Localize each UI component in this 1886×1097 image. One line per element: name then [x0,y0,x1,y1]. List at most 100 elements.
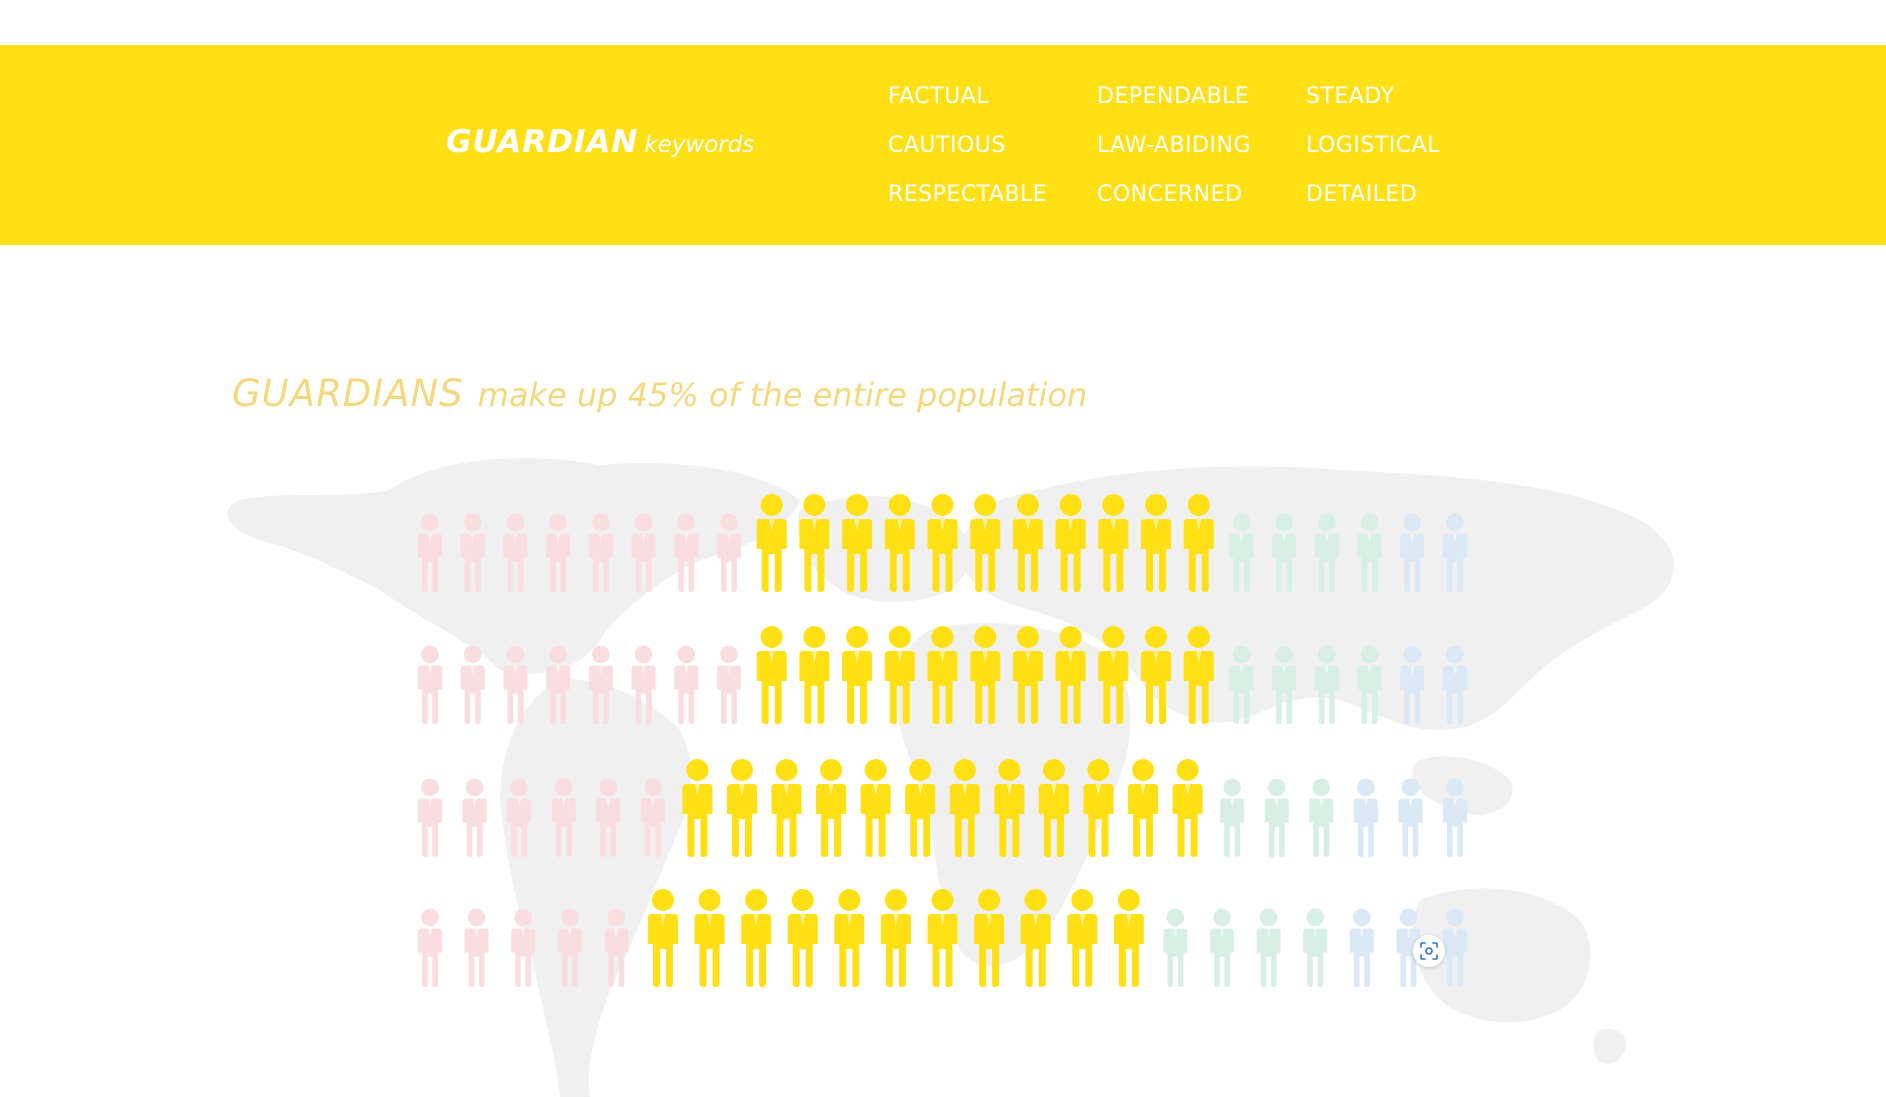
yellow-person-icon [1183,626,1214,724]
pink-person-icon [418,645,442,724]
yellow-person-icon [1012,626,1043,724]
yellow-person-icon [834,889,865,987]
band-title-sub: keywords [644,132,755,158]
pink-person-icon [418,908,442,987]
green-person-icon [1210,908,1235,987]
pink-person-icon [418,513,442,592]
pink-person-icon [631,645,656,724]
pink-person-icon [631,513,656,592]
green-person-icon [1163,908,1188,987]
yellow-person-icon [1141,626,1172,724]
yellow-person-icon [741,889,772,987]
yellow-person-icon [884,626,915,724]
green-person-icon [1272,513,1297,592]
green-person-icon [1272,645,1297,724]
yellow-person-icon [1038,759,1069,857]
green-person-icon [1229,645,1254,724]
yellow-person-icon [905,759,936,857]
green-person-icon [1309,778,1334,857]
keyword: STEADY [1306,84,1395,109]
pink-person-icon [503,513,528,592]
yellow-person-icon [1128,759,1159,857]
yellow-person-icon [1183,494,1214,592]
green-person-icon [1220,778,1245,857]
yellow-person-icon [1083,759,1114,857]
yellow-person-icon [1141,494,1172,592]
yellow-person-icon [771,759,802,857]
keyword: LAW-ABIDING [1097,133,1251,158]
yellow-person-icon [1020,889,1051,987]
yellow-person-icon [884,494,915,592]
blue-person-icon [1443,778,1467,857]
yellow-person-icon [682,759,713,857]
blue-person-icon [1443,645,1467,724]
yellow-person-icon [927,626,958,724]
yellow-person-icon [1172,759,1203,857]
blue-person-icon [1400,513,1425,592]
pink-person-icon [716,513,741,592]
yellow-person-icon [974,889,1005,987]
blue-person-icon [1398,778,1423,857]
keywords-band [0,45,1886,245]
blue-person-icon [1400,645,1425,724]
pink-person-icon [588,645,613,724]
green-person-icon [1314,645,1339,724]
green-person-icon [1357,513,1382,592]
pink-person-icon [464,908,489,987]
pink-person-icon [604,908,629,987]
pink-person-icon [596,778,621,857]
population-pictogram [227,458,1674,1097]
pink-person-icon [716,645,741,724]
blue-person-icon [1443,513,1467,592]
yellow-person-icon [1098,626,1129,724]
pink-person-icon [460,645,485,724]
pink-person-icon [640,778,665,857]
pink-person-icon [557,908,582,987]
keyword: FACTUAL [888,84,990,109]
pink-person-icon [460,513,485,592]
yellow-person-icon [756,626,787,724]
yellow-person-icon [726,759,757,857]
keyword: CAUTIOUS [888,133,1006,158]
yellow-person-icon [842,626,873,724]
headline-text: make up 45% of the entire population [477,376,1088,414]
pink-person-icon [674,645,699,724]
yellow-person-icon [694,889,725,987]
pink-person-icon [511,908,536,987]
yellow-person-icon [994,759,1025,857]
blue-person-icon [1349,908,1374,987]
pink-person-icon [418,778,442,857]
pink-person-icon [588,513,613,592]
yellow-person-icon [799,494,830,592]
keyword: DEPENDABLE [1097,84,1250,109]
pink-person-icon [551,778,576,857]
yellow-person-icon [860,759,891,857]
green-person-icon [1314,513,1339,592]
screenshot-icon [1420,942,1438,960]
blue-person-icon [1353,778,1378,857]
green-person-icon [1357,645,1382,724]
pink-person-icon [462,778,487,857]
pink-person-icon [546,513,571,592]
yellow-person-icon [816,759,847,857]
green-person-icon [1229,513,1254,592]
headline-type-name: GUARDIANS [232,372,464,415]
yellow-person-icon [970,626,1001,724]
yellow-person-icon [647,889,678,987]
yellow-person-icon [1098,494,1129,592]
yellow-person-icon [799,626,830,724]
population-pictogram-area [0,430,1886,1097]
pink-person-icon [674,513,699,592]
population-headline: GUARDIANS make up 45% of the entire popul… [232,372,1087,415]
pink-person-icon [546,645,571,724]
yellow-person-icon [1055,494,1086,592]
keyword: DETAILED [1306,182,1418,207]
pictogram-people [418,494,1467,987]
pink-person-icon [503,645,528,724]
screenshot-button[interactable] [1413,935,1445,967]
yellow-person-icon [1067,889,1098,987]
green-person-icon [1264,778,1289,857]
yellow-person-icon [842,494,873,592]
yellow-person-icon [927,494,958,592]
